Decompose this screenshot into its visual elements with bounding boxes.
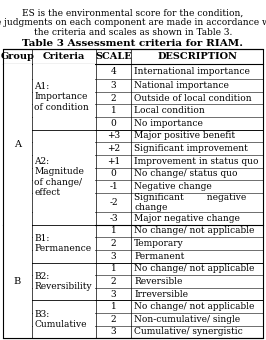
Text: 3: 3: [111, 290, 117, 299]
Text: Irreversible: Irreversible: [134, 290, 188, 299]
Bar: [33, 301, 95, 338]
Bar: [3, 64, 32, 225]
Text: No change/ not applicable: No change/ not applicable: [134, 302, 255, 311]
Text: A1:
Importance
of condition: A1: Importance of condition: [34, 82, 89, 112]
Text: 1: 1: [111, 226, 117, 235]
Text: 1: 1: [111, 302, 117, 311]
Text: Significant improvement: Significant improvement: [134, 144, 248, 153]
Text: B1:
Permanence: B1: Permanence: [34, 234, 91, 253]
Text: No importance: No importance: [134, 119, 203, 128]
Bar: [33, 64, 95, 130]
Text: Temporary: Temporary: [134, 239, 184, 248]
Bar: [3, 225, 32, 338]
Text: 4: 4: [111, 67, 117, 76]
Text: The judgments on each component are made in accordance with: The judgments on each component are made…: [0, 18, 266, 27]
Text: Table 3 Assessment criteria for RIAM.: Table 3 Assessment criteria for RIAM.: [23, 39, 243, 48]
Text: Negative change: Negative change: [134, 182, 212, 191]
Text: -1: -1: [109, 182, 118, 191]
Text: Improvement in status quo: Improvement in status quo: [134, 157, 259, 166]
Text: Local condition: Local condition: [134, 106, 205, 115]
Text: the criteria and scales as shown in Table 3.: the criteria and scales as shown in Tabl…: [34, 28, 232, 36]
Text: A: A: [14, 140, 21, 149]
Text: National importance: National importance: [134, 81, 229, 90]
Text: 3: 3: [111, 327, 117, 337]
Text: 1: 1: [111, 106, 117, 115]
Text: -3: -3: [109, 214, 118, 223]
Text: Significant        negative
change: Significant negative change: [134, 193, 247, 212]
Bar: [3, 49, 263, 338]
Text: ES is the environmental score for the condition,: ES is the environmental score for the co…: [22, 8, 244, 17]
Text: Major positive benefit: Major positive benefit: [134, 132, 235, 140]
Text: Outside of local condition: Outside of local condition: [134, 94, 252, 103]
Bar: [33, 225, 95, 262]
Text: B3:
Cumulative: B3: Cumulative: [34, 310, 87, 329]
Text: 2: 2: [111, 94, 117, 103]
Text: Criteria: Criteria: [43, 52, 85, 61]
Text: DESCRIPTION: DESCRIPTION: [157, 52, 237, 61]
Text: No change/ not applicable: No change/ not applicable: [134, 226, 255, 235]
Text: B2:
Reversibility: B2: Reversibility: [34, 272, 92, 291]
Text: +1: +1: [107, 157, 120, 166]
Bar: [33, 130, 95, 225]
Text: Cumulative/ synergistic: Cumulative/ synergistic: [134, 327, 243, 337]
Text: +3: +3: [107, 132, 120, 140]
Bar: [33, 262, 95, 301]
Text: Group: Group: [1, 52, 34, 61]
Text: 3: 3: [111, 81, 117, 90]
Text: 1: 1: [111, 264, 117, 273]
Text: 2: 2: [111, 315, 117, 324]
Text: Permanent: Permanent: [134, 252, 185, 261]
Text: 0: 0: [111, 169, 117, 178]
Text: No change/ not applicable: No change/ not applicable: [134, 264, 255, 273]
Text: 2: 2: [111, 239, 117, 248]
Text: 3: 3: [111, 252, 117, 261]
Text: Non-cumulative/ single: Non-cumulative/ single: [134, 315, 240, 324]
Text: +2: +2: [107, 144, 120, 153]
Text: 0: 0: [111, 119, 117, 128]
Text: -2: -2: [109, 198, 118, 207]
Text: No change/ status quo: No change/ status quo: [134, 169, 238, 178]
Text: SCALE: SCALE: [95, 52, 132, 61]
Text: A2:
Magnitude
of change/
effect: A2: Magnitude of change/ effect: [34, 157, 84, 197]
Text: 2: 2: [111, 277, 117, 286]
Text: Major negative change: Major negative change: [134, 214, 240, 223]
Text: International importance: International importance: [134, 67, 250, 76]
Text: B: B: [14, 277, 21, 286]
Text: Reversible: Reversible: [134, 277, 183, 286]
